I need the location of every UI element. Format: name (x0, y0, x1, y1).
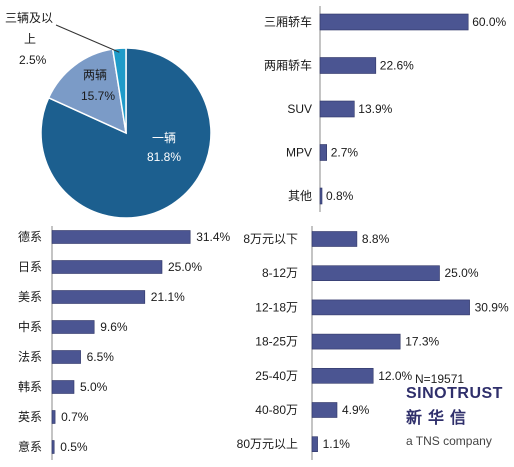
data-label: 8.8% (362, 232, 390, 246)
category-label: 12-18万 (255, 300, 298, 314)
bar (311, 265, 440, 282)
pie-leader-line (55, 24, 120, 53)
data-label: 9.6% (100, 320, 128, 334)
category-label: 18-25万 (255, 335, 298, 349)
data-label: 2.7% (331, 146, 359, 160)
category-label: 40-80万 (255, 403, 298, 417)
bar (51, 410, 56, 424)
category-label: 8万元以下 (243, 232, 298, 246)
data-label: 0.7% (61, 410, 89, 424)
pie-slice-value-label: 15.7% (81, 89, 115, 103)
data-label: 0.5% (60, 440, 88, 454)
bar (51, 350, 81, 364)
data-label: 17.3% (405, 335, 439, 349)
bar (311, 436, 318, 453)
category-label: 8-12万 (262, 266, 298, 280)
brand-chinese-name: 新华信 (406, 410, 473, 427)
category-label: 其他 (288, 189, 312, 203)
data-label: 22.6% (380, 59, 414, 73)
data-label: 25.0% (168, 260, 202, 274)
category-label: 三厢轿车 (264, 14, 312, 29)
data-label: 60.0% (472, 15, 506, 29)
body-type-bar-chart: 三厢轿车 60.0% 两厢轿车 22.6% SUV 13.9% MPV 2.7% 其他 0.8% (264, 6, 507, 212)
category-label: 日系 (18, 260, 42, 274)
bar (51, 320, 95, 334)
category-label: 美系 (18, 290, 42, 304)
bar (319, 100, 355, 118)
brand-name: SINOTRUST (406, 385, 503, 402)
pie-slice-label: 三辆及以 (5, 11, 53, 25)
category-label: 意系 (18, 439, 42, 454)
price-range-bar-chart: 8万元以下 8.8% 8-12万 25.0% 12-18万 30.9% 18-25万 17.3… (237, 226, 509, 460)
category-label: MPV (286, 146, 312, 160)
data-label: 25.0% (445, 266, 479, 280)
bar (51, 260, 163, 274)
bar (319, 57, 377, 74)
brand-logo: SINOTRUST 新华信 a TNS company (406, 385, 510, 448)
bar (311, 231, 358, 247)
pie-slice-label: 一辆 (152, 131, 176, 145)
data-label: 6.5% (87, 350, 115, 364)
pie-slice-label: 两辆 (83, 68, 107, 82)
category-label: 25-40万 (255, 369, 298, 383)
category-label: 80万元以上 (237, 437, 298, 451)
data-label: 31.4% (196, 230, 230, 244)
bar (311, 367, 374, 384)
category-label: 德系 (18, 229, 42, 244)
pie-slice-label: 上 (24, 32, 36, 46)
category-label: 法系 (18, 350, 42, 364)
pie-slice-value-label: 81.8% (147, 150, 181, 164)
bar (51, 380, 75, 394)
bar (319, 144, 327, 161)
pie-slice-value-label: 2.5% (19, 53, 47, 67)
sample-size-note: N=19571 (415, 372, 465, 386)
category-label: SUV (287, 102, 312, 116)
bar (311, 299, 470, 316)
bar (51, 230, 191, 244)
bar (319, 13, 469, 31)
category-label: 两厢轿车 (264, 58, 312, 73)
data-label: 5.0% (80, 380, 108, 394)
data-label: 21.1% (151, 290, 185, 304)
pie-slice (47, 48, 127, 135)
bar (51, 440, 55, 454)
data-label: 12.0% (378, 369, 412, 383)
category-label: 韩系 (18, 379, 42, 394)
bar (51, 290, 146, 304)
data-label: 13.9% (358, 102, 392, 116)
data-label: 0.8% (326, 189, 354, 203)
category-label: 中系 (18, 319, 42, 334)
brand-tagline: a TNS company (406, 434, 492, 448)
data-label: 4.9% (342, 403, 370, 417)
data-label: 1.1% (323, 437, 351, 451)
data-label: 30.9% (475, 300, 509, 314)
bar (319, 187, 323, 205)
bar (311, 402, 338, 418)
brand-origin-bar-chart: 德系 31.4% 日系 25.0% 美系 21.1% 中系 9.6% 法系 6.5% 韩系 5.0% 英… (18, 226, 231, 460)
category-label: 英系 (18, 410, 42, 424)
bar (311, 333, 401, 350)
